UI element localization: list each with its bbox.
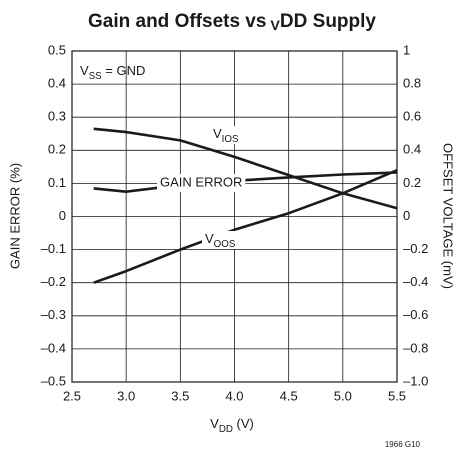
chart-title: Gain and Offsets vs VDD Supply xyxy=(88,11,376,34)
y2-tick-label: –0.6 xyxy=(403,307,428,322)
y-tick-label: 0.3 xyxy=(48,109,66,124)
x-axis-label: VDD (V) xyxy=(210,416,254,434)
y2-tick-label: 1 xyxy=(403,42,410,57)
x-tick-label: 5.5 xyxy=(388,388,406,403)
y-tick-label: 0.2 xyxy=(48,142,66,157)
y2-tick-label: 0 xyxy=(403,208,410,223)
y2-tick-label: –1.0 xyxy=(403,373,428,388)
series-label: VOOS xyxy=(205,231,236,249)
y2-tick-label: –0.2 xyxy=(403,241,428,256)
y-tick-label: –0.3 xyxy=(41,307,66,322)
footnote: 1966 G10 xyxy=(385,440,421,449)
label-bg xyxy=(157,174,246,192)
label-bg xyxy=(210,126,242,144)
annotation: VSS = GND xyxy=(80,63,145,81)
y2-tick-label: 0.6 xyxy=(403,109,421,124)
x-tick-label: 4.5 xyxy=(280,388,298,403)
y-tick-label: 0.5 xyxy=(48,42,66,57)
y-tick-label: –0.5 xyxy=(41,373,66,388)
y2-tick-label: 0.2 xyxy=(403,175,421,190)
y2-tick-label: 0.8 xyxy=(403,76,421,91)
y-tick-label: –0.2 xyxy=(41,274,66,289)
series-line xyxy=(93,169,398,284)
y2-tick-label: –0.8 xyxy=(403,340,428,355)
series-line xyxy=(93,127,398,210)
y2-tick-label: 0.4 xyxy=(403,142,421,157)
x-tick-label: 4.0 xyxy=(225,388,243,403)
series-label: VIOS xyxy=(213,126,239,144)
x-tick-label: 2.5 xyxy=(63,388,81,403)
x-tick-label: 5.0 xyxy=(334,388,352,403)
label-bg xyxy=(202,231,239,249)
y2-tick-label: –0.4 xyxy=(403,274,428,289)
y-tick-label: –0.4 xyxy=(41,340,66,355)
x-tick-label: 3.0 xyxy=(117,388,135,403)
y2-axis-label: OFFSET VOLTAGE (mV) xyxy=(441,143,456,289)
y-tick-label: 0.4 xyxy=(48,76,66,91)
x-tick-label: 3.5 xyxy=(171,388,189,403)
annotation-box xyxy=(76,58,162,84)
y-axis-label: GAIN ERROR (%) xyxy=(7,163,22,269)
y-tick-label: –0.1 xyxy=(41,241,66,256)
series-label: GAIN ERROR xyxy=(160,174,242,189)
y-tick-label: 0 xyxy=(59,208,66,223)
y-tick-label: 0.1 xyxy=(48,175,66,190)
